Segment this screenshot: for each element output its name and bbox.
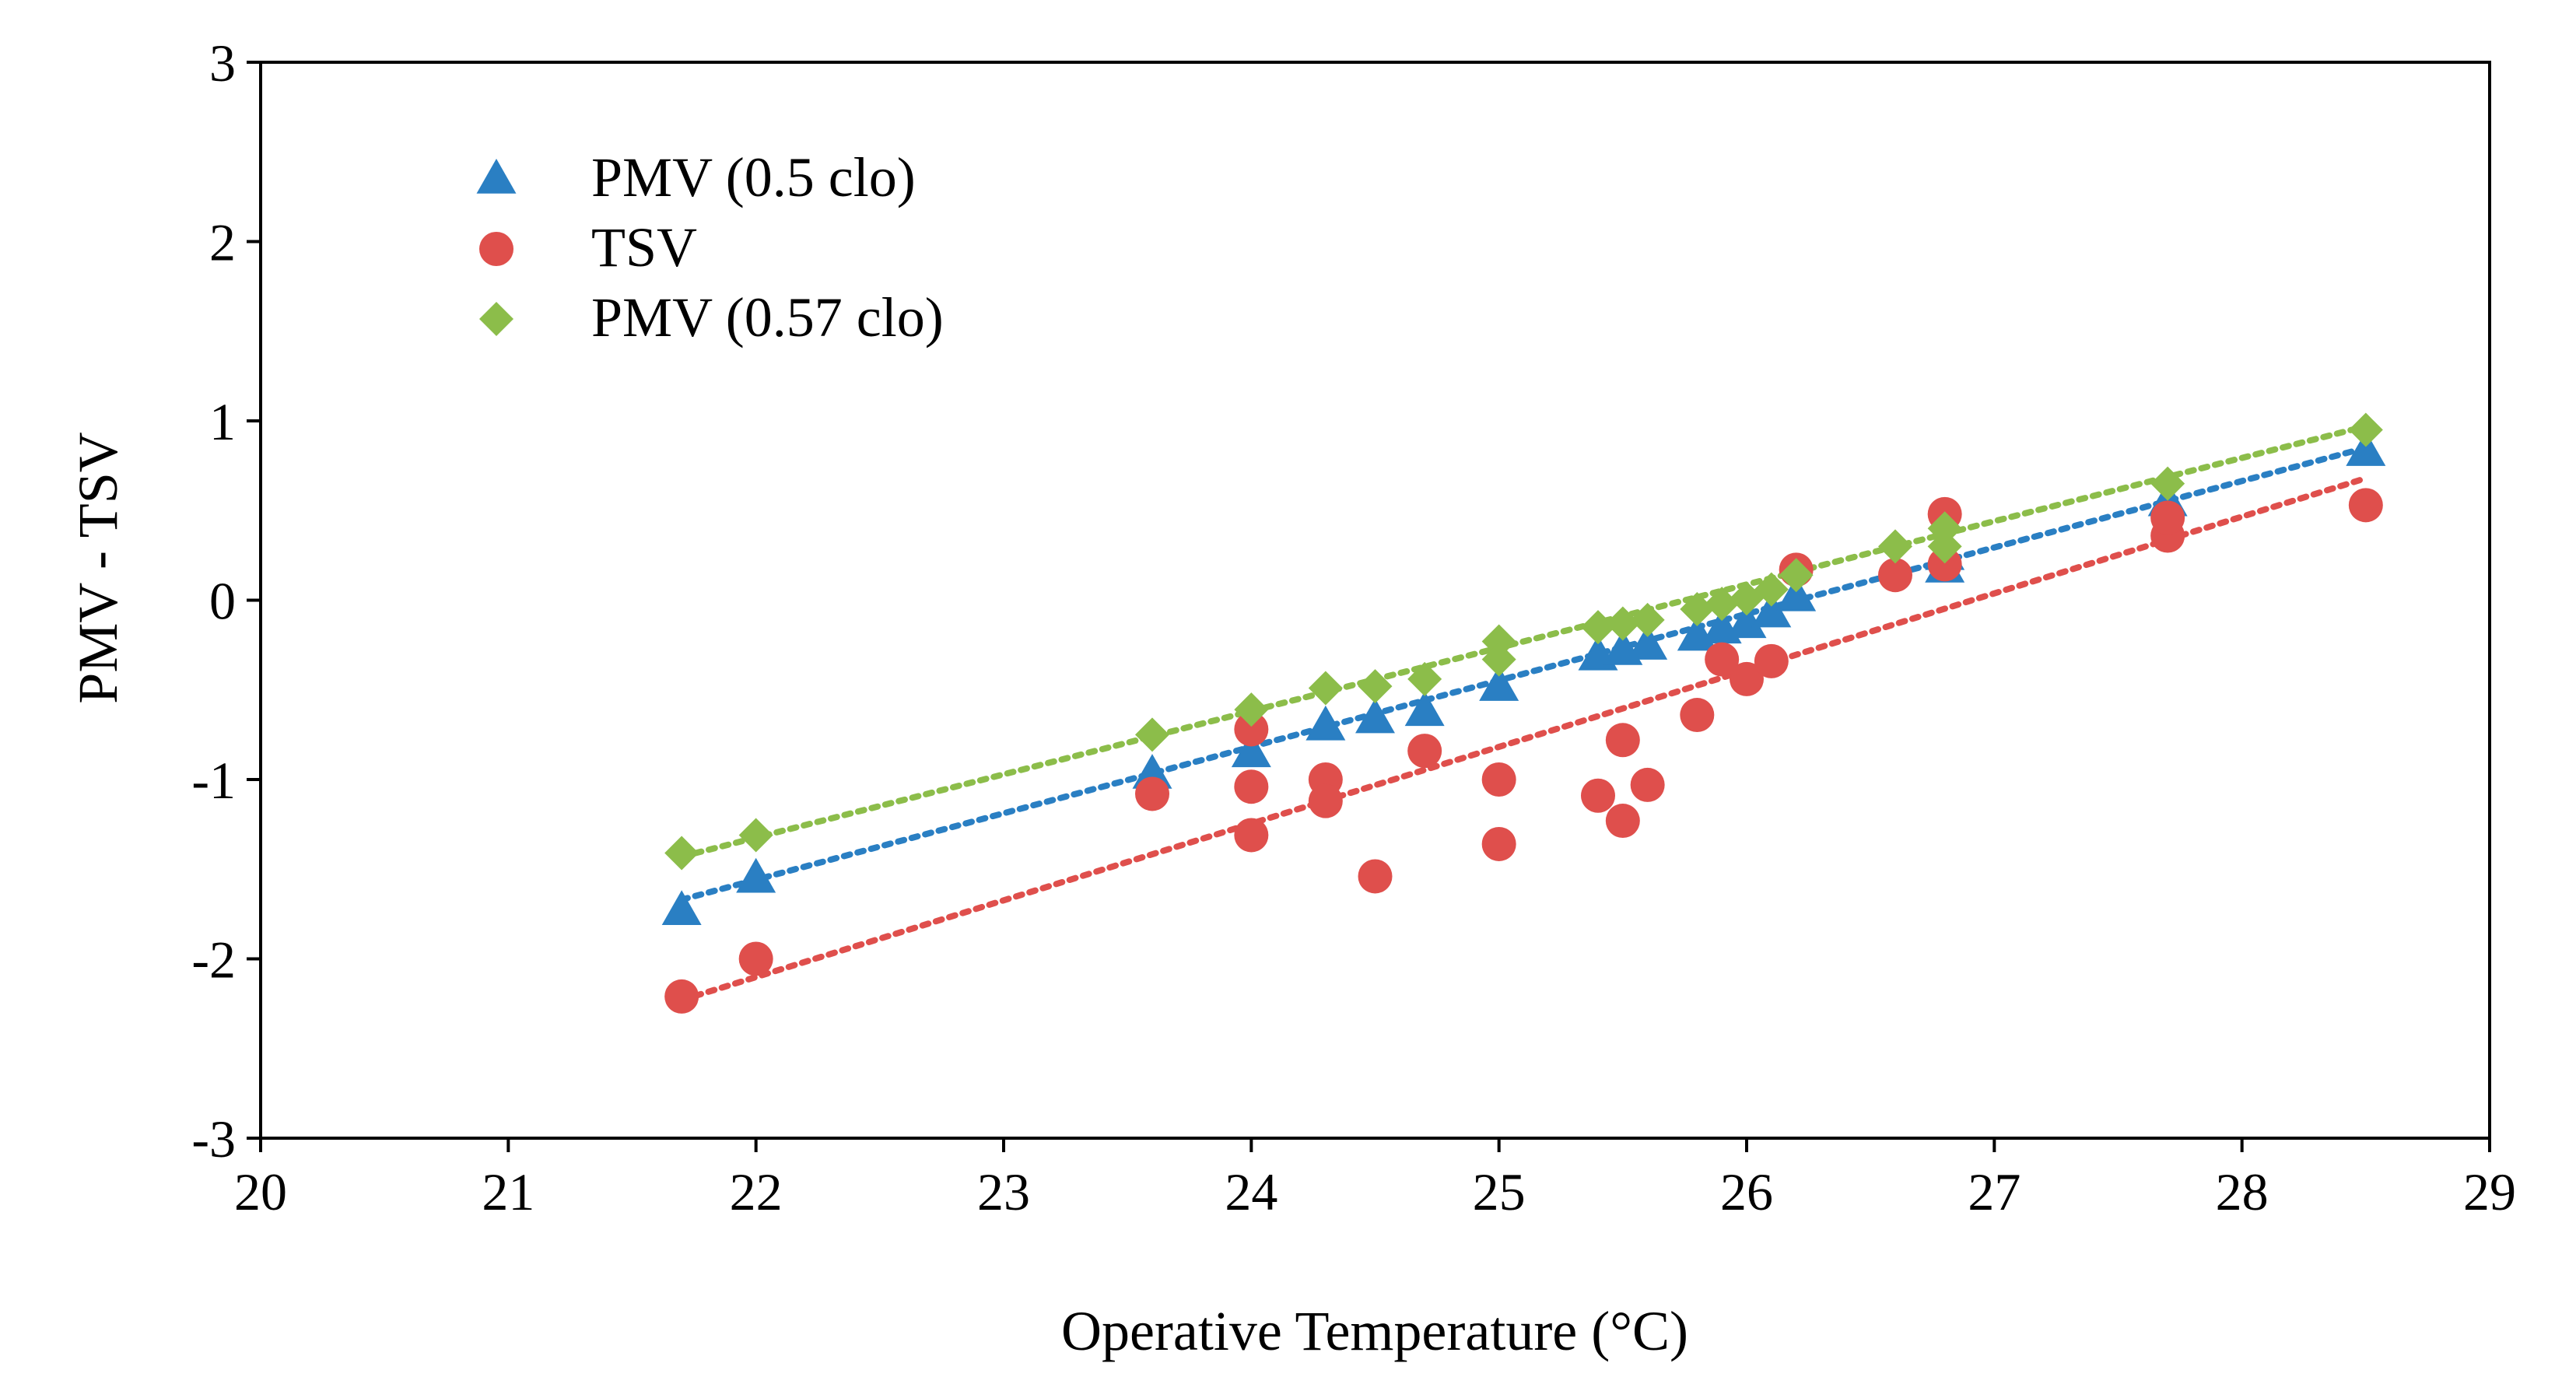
data-point-triangle: [1404, 691, 1445, 727]
y-tick-label: -3: [191, 1109, 236, 1169]
x-tick-label: 28: [2216, 1162, 2269, 1221]
x-tick-label: 27: [1968, 1162, 2020, 1221]
x-axis-ticks: 20 21 22 23 24 25 26 27 28 29: [234, 1138, 2516, 1221]
data-point-diamond: [1481, 642, 1516, 677]
x-tick-label: 20: [234, 1162, 287, 1221]
data-point-diamond: [1135, 717, 1169, 752]
data-point-circle: [1234, 818, 1269, 853]
legend-marker-diamond: [479, 302, 513, 336]
data-point-circle: [1680, 698, 1715, 733]
x-tick-label: 21: [482, 1162, 534, 1221]
data-point-diamond: [1705, 587, 1740, 622]
data-point-triangle: [1776, 576, 1817, 611]
x-tick-label: 26: [1720, 1162, 1773, 1221]
data-point-circle: [1630, 767, 1665, 802]
data-point-diamond: [1927, 511, 1962, 546]
data-point-circle: [2150, 500, 2185, 535]
y-tick-label: 0: [209, 572, 236, 631]
x-tick-label: 22: [730, 1162, 783, 1221]
trendline-diamond: [678, 422, 2369, 860]
y-tick-label: -1: [191, 751, 236, 810]
data-markers: [661, 412, 2386, 1014]
data-point-circle: [1481, 762, 1516, 797]
data-point-diamond: [1358, 669, 1393, 704]
data-point-circle: [2348, 488, 2383, 523]
data-point-diamond: [664, 836, 699, 871]
data-point-diamond: [2150, 466, 2185, 501]
data-point-triangle: [2346, 431, 2386, 466]
y-axis-title: PMV - TSV: [67, 432, 129, 703]
legend-marker-circle: [479, 232, 513, 266]
data-point-diamond: [2348, 412, 2383, 447]
data-point-diamond: [1927, 529, 1962, 564]
data-point-triangle: [1726, 603, 1767, 639]
legend-label: TSV: [591, 216, 697, 279]
data-point-circle: [1234, 769, 1269, 804]
data-point-circle: [1878, 558, 1912, 593]
data-point-circle: [1730, 661, 1764, 696]
data-point-triangle: [1231, 732, 1271, 768]
data-point-circle: [1605, 723, 1640, 758]
data-point-diamond: [1234, 692, 1269, 727]
data-point-triangle: [1306, 705, 1346, 741]
data-point-triangle: [661, 890, 702, 925]
legend-label: PMV (0.57 clo): [591, 286, 944, 349]
data-point-triangle: [1355, 698, 1395, 734]
x-tick-label: 23: [977, 1162, 1030, 1221]
trendlines: [678, 422, 2369, 1004]
x-tick-label: 25: [1473, 1162, 1526, 1221]
data-point-diamond: [1779, 558, 1814, 593]
data-point-diamond: [1754, 572, 1789, 607]
data-point-diamond: [738, 818, 773, 853]
data-point-circle: [1481, 826, 1516, 861]
data-point-diamond: [1407, 661, 1442, 696]
data-point-circle: [1605, 804, 1640, 839]
y-tick-label: 1: [209, 392, 236, 451]
data-point-diamond: [1878, 529, 1912, 564]
data-point-circle: [1358, 859, 1393, 894]
y-axis-ticks: -3 -2 -1 0 1 2 3: [191, 33, 261, 1169]
x-tick-label: 29: [2463, 1162, 2516, 1221]
data-point-circle: [1135, 776, 1169, 811]
y-tick-label: -2: [191, 930, 236, 990]
data-point-circle: [1308, 783, 1343, 818]
trendline-circle: [678, 475, 2369, 1004]
data-point-circle: [738, 941, 773, 976]
data-point-triangle: [1628, 625, 1668, 660]
legend-label: PMV (0.5 clo): [591, 146, 916, 208]
y-tick-label: 2: [209, 213, 236, 272]
data-point-circle: [1234, 712, 1269, 747]
data-point-diamond: [1581, 610, 1615, 645]
legend-marker-triangle: [476, 159, 517, 194]
legend: PMV (0.5 clo) TSV PMV (0.57 clo): [476, 146, 944, 349]
data-point-triangle: [1751, 592, 1792, 628]
data-point-circle: [664, 979, 699, 1014]
data-point-diamond: [1308, 671, 1343, 706]
data-point-circle: [1754, 643, 1789, 678]
data-point-triangle: [736, 857, 776, 893]
data-point-circle: [1581, 778, 1615, 813]
data-point-diamond: [1680, 592, 1715, 627]
data-point-diamond: [1630, 602, 1665, 637]
x-axis-title: Operative Temperature (°C): [1061, 1300, 1688, 1362]
data-point-diamond: [1605, 606, 1640, 641]
data-point-circle: [1927, 547, 1962, 582]
data-point-circle: [1407, 734, 1442, 769]
trendline-triangle: [678, 444, 2369, 903]
data-point-circle: [1705, 642, 1740, 677]
data-point-triangle: [1479, 666, 1519, 701]
x-tick-label: 24: [1225, 1162, 1277, 1221]
y-tick-label: 3: [209, 33, 236, 93]
data-point-diamond: [1481, 624, 1516, 659]
